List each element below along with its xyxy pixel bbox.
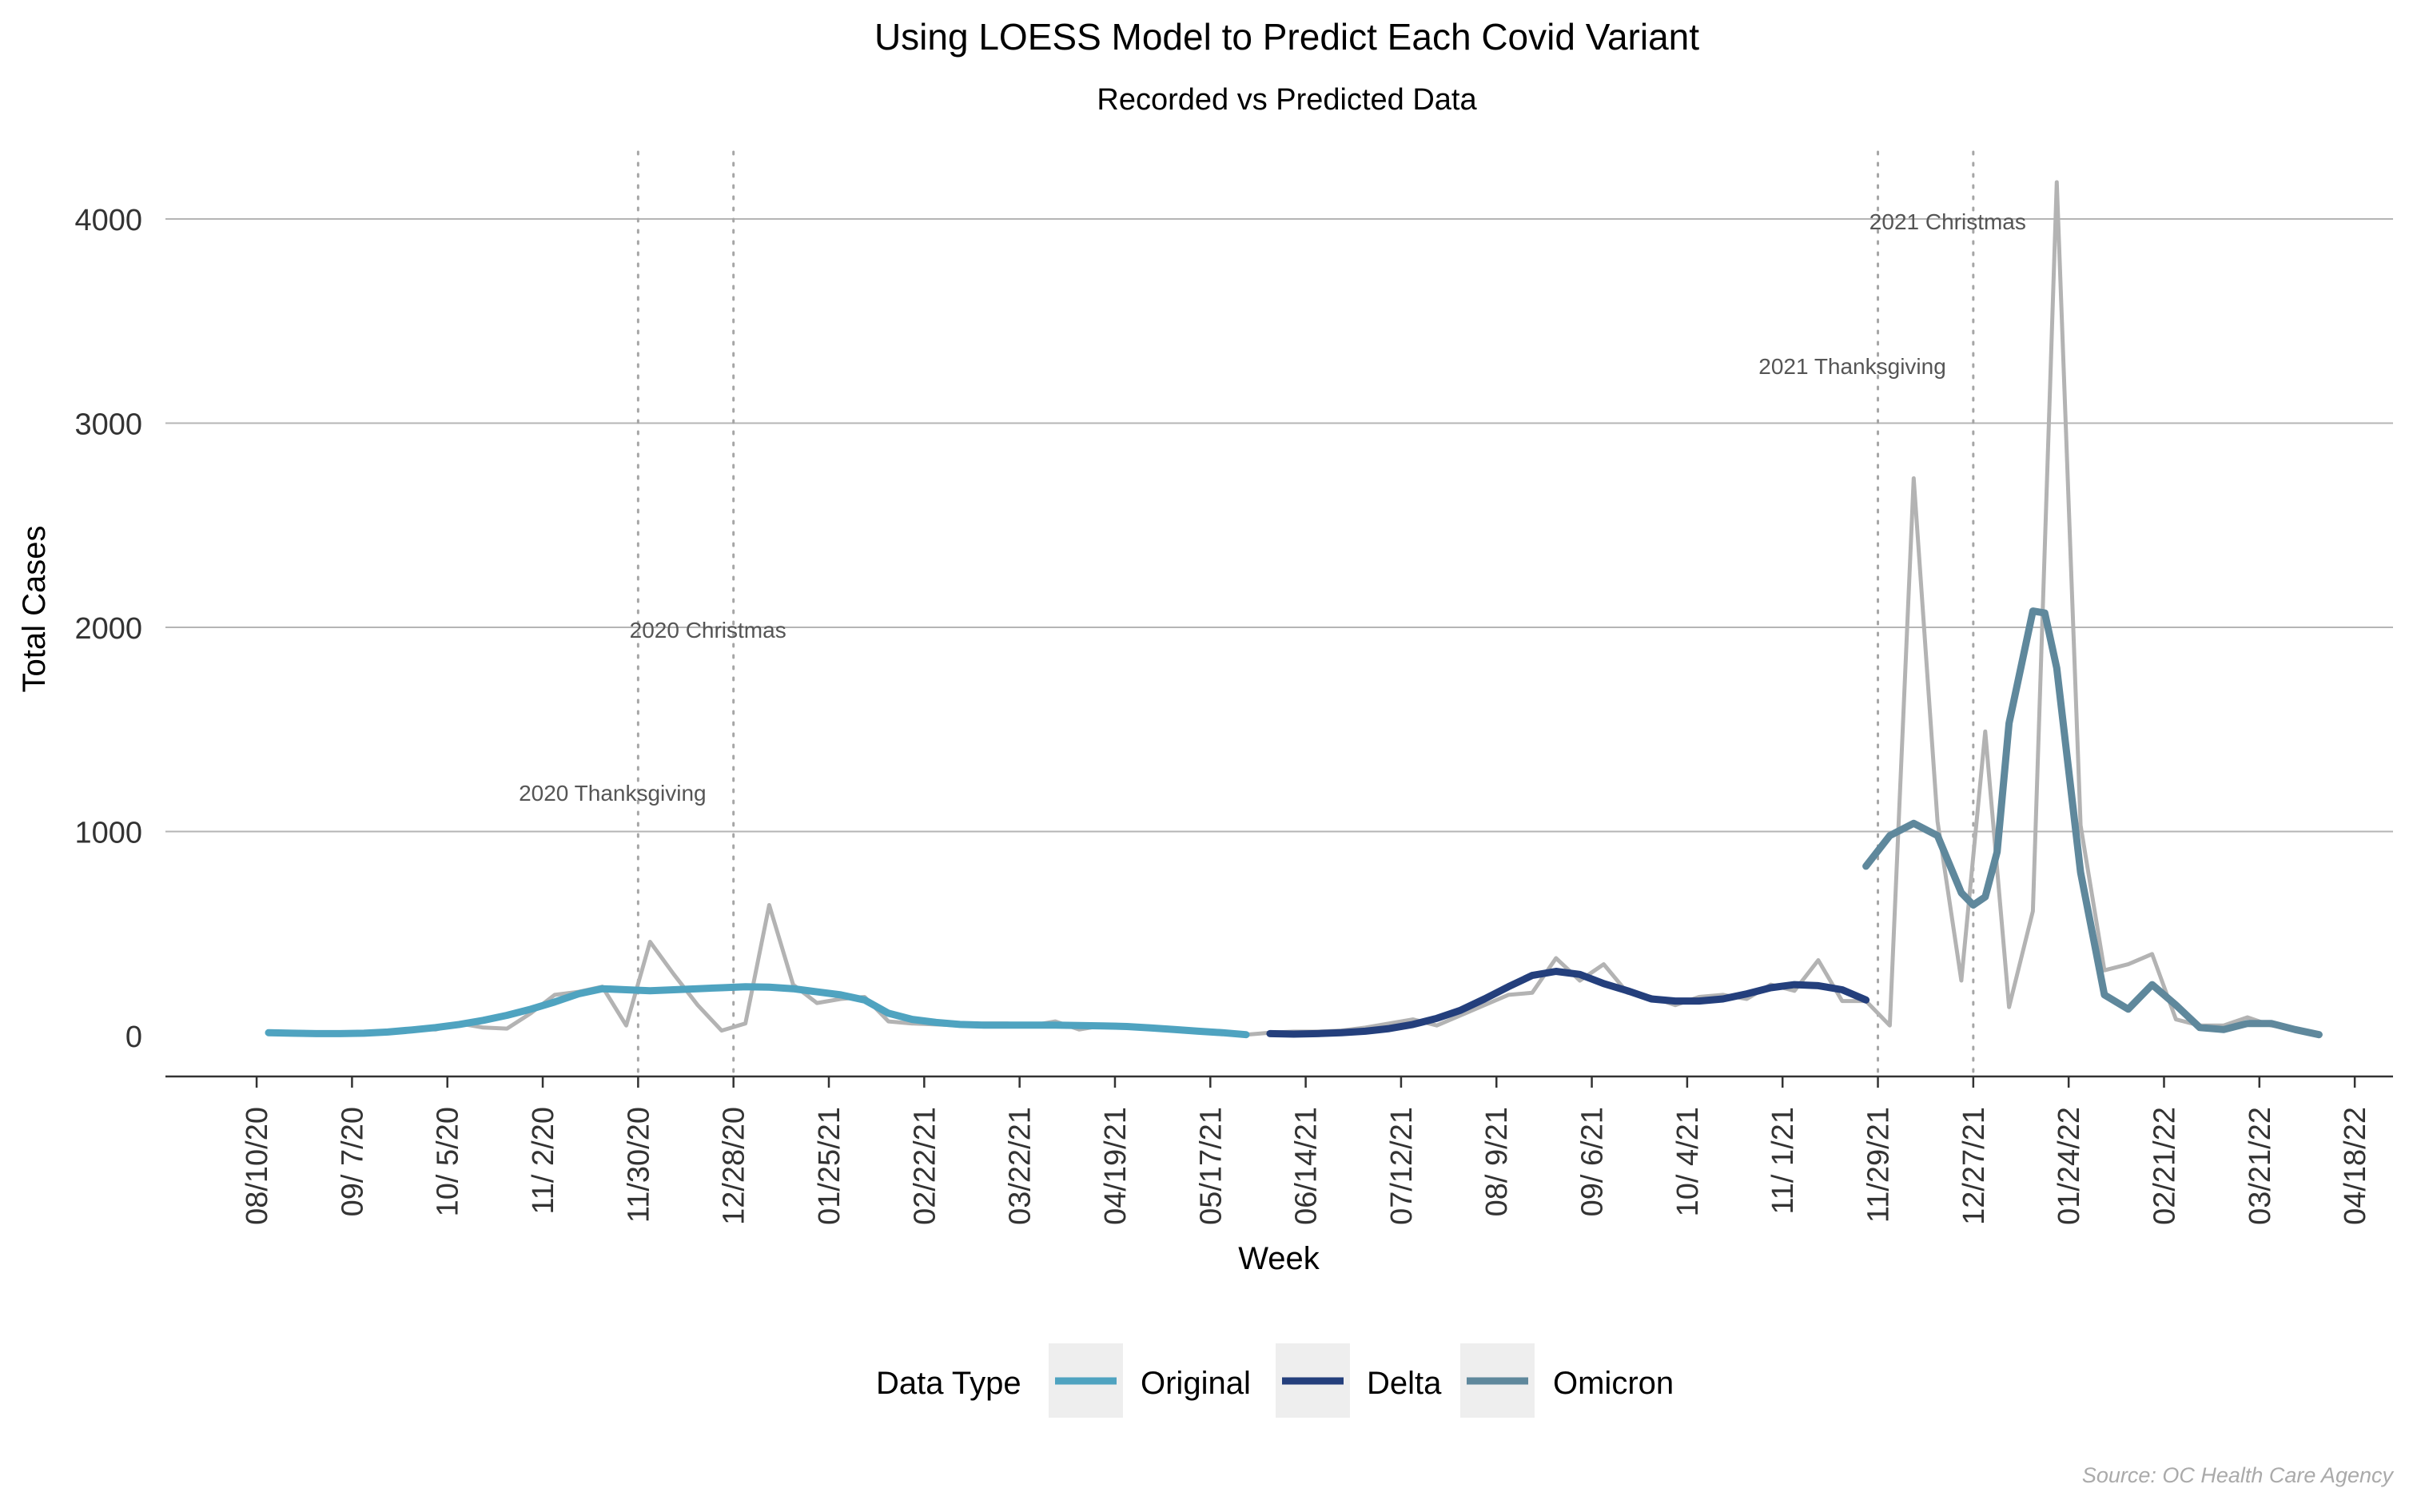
x-tick-label-6: 01/25/21 <box>813 1107 846 1225</box>
x-axis-label: Week <box>1238 1241 1320 1276</box>
legend-label-original: Original <box>1141 1366 1251 1401</box>
event-markers: 2020 Thanksgiving 2020 Christmas 2021 Than… <box>519 150 2026 1078</box>
gridlines <box>165 218 2393 833</box>
x-tick-label-21: 03/21/22 <box>2244 1107 2277 1225</box>
y-tick-label-0: 0 <box>125 1021 142 1054</box>
x-tick-label-7: 02/22/21 <box>908 1107 942 1225</box>
y-tick-label-1000: 1000 <box>74 817 142 850</box>
x-tick-label-13: 08/ 9/21 <box>1480 1107 1514 1216</box>
event-label-2020-christmas: 2020 Christmas <box>630 618 786 643</box>
legend: Data Type Original Delta Omicron <box>876 1343 1674 1418</box>
x-tick-label-14: 09/ 6/21 <box>1576 1107 1610 1216</box>
legend-title: Data Type <box>876 1366 1021 1401</box>
chart-title: Using LOESS Model to Predict Each Covid … <box>874 16 1699 58</box>
y-tick-label-2000: 2000 <box>74 612 142 646</box>
y-axis-label: Total Cases <box>17 526 52 693</box>
x-tick-label-1: 09/ 7/20 <box>336 1107 369 1216</box>
x-tick-label-8: 03/22/21 <box>1004 1107 1037 1225</box>
series-line-original <box>265 983 1250 1039</box>
axes: 0 1000 2000 3000 4000 08/10/20 09/ 7/20 10/ 5/2… <box>74 204 2393 1225</box>
series-line-omicron <box>1862 607 2323 1039</box>
chart-subtitle: Recorded vs Predicted Data <box>1097 83 1477 117</box>
loess-series <box>265 607 2323 1039</box>
event-label-2021-thanksgiving: 2021 Thanksgiving <box>1758 354 1946 379</box>
recorded-data <box>268 180 2319 1037</box>
x-tick-label-2: 10/ 5/20 <box>432 1107 465 1216</box>
x-tick-label-5: 12/28/20 <box>718 1107 751 1225</box>
y-tick-label-4000: 4000 <box>74 204 142 237</box>
x-tick-label-18: 12/27/21 <box>1957 1107 1991 1225</box>
recorded-line <box>268 180 2319 1037</box>
source-caption: Source: OC Health Care Agency <box>2082 1463 2395 1487</box>
x-tick-label-22: 04/18/22 <box>2339 1107 2372 1225</box>
x-tick-label-9: 04/19/21 <box>1099 1107 1133 1225</box>
legend-label-omicron: Omicron <box>1553 1366 1674 1401</box>
x-tick-label-0: 08/10/20 <box>241 1107 274 1225</box>
x-tick-label-3: 11/ 2/20 <box>527 1107 560 1215</box>
x-tick-label-15: 10/ 4/21 <box>1671 1107 1705 1216</box>
x-tick-label-11: 06/14/21 <box>1290 1107 1324 1225</box>
series-line-delta <box>1266 968 1870 1038</box>
x-tick-label-16: 11/ 1/21 <box>1766 1107 1800 1215</box>
x-tick-label-20: 02/21/22 <box>2148 1107 2181 1225</box>
x-tick-label-17: 11/29/21 <box>1862 1107 1896 1223</box>
event-label-2020-thanksgiving: 2020 Thanksgiving <box>519 781 707 806</box>
x-tick-label-4: 11/30/20 <box>622 1107 655 1223</box>
event-label-2021-christmas: 2021 Christmas <box>1869 209 2026 234</box>
legend-label-delta: Delta <box>1367 1366 1442 1401</box>
x-tick-label-10: 05/17/21 <box>1194 1107 1228 1225</box>
x-tick-label-19: 01/24/22 <box>2053 1107 2086 1225</box>
x-tick-label-12: 07/12/21 <box>1385 1107 1419 1225</box>
y-tick-label-3000: 3000 <box>74 408 142 442</box>
